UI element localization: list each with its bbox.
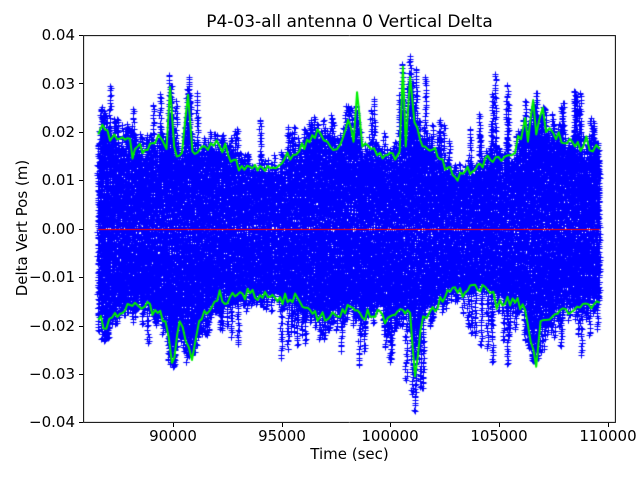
x-axis-label: Time (sec): [310, 445, 389, 463]
x-tick-label: 100000: [361, 427, 419, 445]
y-tick-label: 0.01: [41, 171, 75, 189]
plot-area: [83, 35, 616, 423]
y-tick-mark: [79, 326, 83, 327]
y-tick-label: 0.02: [41, 123, 75, 141]
x-tick-mark: [282, 423, 283, 427]
y-tick-label: 0.03: [41, 75, 75, 93]
y-tick-label: −0.01: [29, 268, 75, 286]
x-tick-label: 95000: [258, 427, 306, 445]
y-tick-mark: [79, 83, 83, 84]
y-tick-mark: [79, 132, 83, 133]
chart-title: P4-03-all antenna 0 Vertical Delta: [206, 12, 493, 32]
y-tick-mark: [79, 422, 83, 423]
x-tick-label: 105000: [470, 427, 528, 445]
x-tick-mark: [173, 423, 174, 427]
y-tick-mark: [79, 180, 83, 181]
y-tick-label: 0.00: [41, 220, 75, 238]
x-tick-label: 90000: [149, 427, 197, 445]
x-tick-label: 110000: [579, 427, 637, 445]
x-tick-mark: [608, 423, 609, 427]
y-tick-label: −0.04: [29, 413, 75, 431]
y-tick-mark: [79, 229, 83, 230]
x-tick-mark: [499, 423, 500, 427]
y-tick-label: −0.02: [29, 317, 75, 335]
y-tick-mark: [79, 277, 83, 278]
y-tick-mark: [79, 35, 83, 36]
y-tick-mark: [79, 374, 83, 375]
y-tick-label: −0.03: [29, 365, 75, 383]
y-tick-label: 0.04: [41, 26, 75, 44]
x-tick-mark: [390, 423, 391, 427]
